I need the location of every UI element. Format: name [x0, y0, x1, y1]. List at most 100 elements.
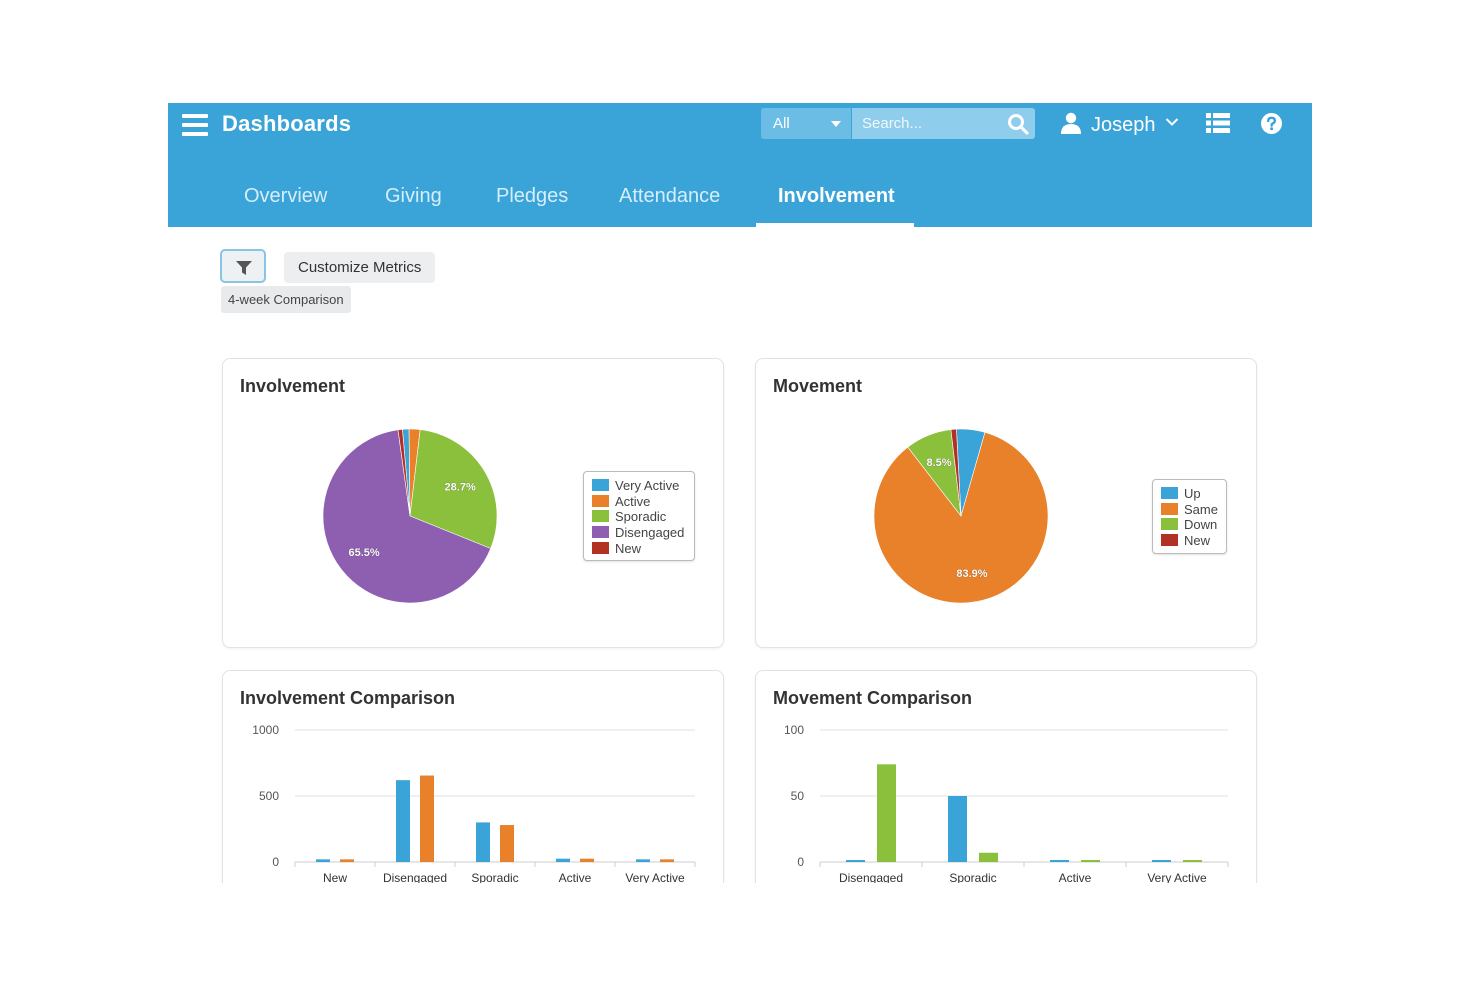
search-input[interactable] [852, 108, 1035, 139]
legend-label: New [615, 540, 642, 556]
legend-swatch [592, 510, 609, 523]
hamburger-menu-icon[interactable] [182, 114, 208, 136]
movement-pie-chart: 83.9% 8.5% [873, 428, 1049, 604]
pie-slice-new[interactable] [950, 428, 962, 517]
legend-item-active[interactable]: Active [592, 494, 686, 510]
legend-item-down[interactable]: Down [1161, 517, 1218, 533]
comparison-period-badge[interactable]: 4-week Comparison [221, 286, 351, 313]
x-tick-label: Sporadic [471, 871, 518, 883]
legend-swatch [592, 541, 609, 554]
y-tick-label: 50 [791, 789, 805, 803]
involvement-comparison-bar-chart: 0 500 1000 New Disengaged Sporadic Active Very … [252, 723, 696, 883]
legend-item-disengaged[interactable]: Disengaged [592, 525, 686, 541]
bar-active-series-2[interactable] [1081, 860, 1100, 862]
search-scope-select[interactable]: All [761, 108, 851, 139]
x-tick-label: Very Active [625, 871, 685, 883]
panel-title: Involvement Comparison [240, 688, 456, 708]
legend-swatch [1161, 502, 1178, 515]
legend-label: Very Active [615, 478, 680, 493]
tab-overview[interactable]: Overview [244, 185, 328, 207]
bar-very-active-series-1[interactable] [1152, 860, 1171, 862]
legend-label: Down [1184, 517, 1218, 533]
bar-very-active-series-1[interactable] [636, 859, 650, 862]
x-tick-label: Disengaged [383, 871, 447, 883]
bar-disengaged-series-2[interactable] [420, 775, 434, 862]
bar-sporadic-series-1[interactable] [948, 796, 967, 862]
caret-down-icon [831, 121, 841, 127]
involvement-panel: Involvement 28.7% 65.5% Very Active Active… [222, 358, 724, 648]
app-title: Dashboards [222, 111, 352, 136]
legend-item-sporadic[interactable]: Sporadic [592, 509, 686, 525]
x-tick-label: Active [559, 871, 592, 883]
bar-disengaged-series-1[interactable] [396, 780, 410, 862]
y-tick-label: 0 [272, 855, 279, 869]
movement-legend: Up Same Down New [1152, 479, 1227, 554]
bar-disengaged-series-2[interactable] [877, 764, 896, 862]
pie-slice-same[interactable] [873, 431, 1049, 604]
pie-slice-disengaged[interactable] [322, 429, 492, 604]
legend-item-same[interactable]: Same [1161, 502, 1218, 518]
legend-item-very-active[interactable]: Very Active [592, 478, 686, 494]
active-tab-indicator [756, 223, 914, 227]
chevron-down-icon [1165, 118, 1179, 126]
pie-data-label: 83.9% [956, 568, 987, 580]
bar-new-series-1[interactable] [316, 859, 330, 862]
legend-item-up[interactable]: Up [1161, 486, 1218, 502]
involvement-comparison-panel: Involvement Comparison 0 500 1000 New Diseng… [222, 670, 724, 883]
pie-data-label: 8.5% [926, 457, 951, 469]
legend-label: Up [1184, 486, 1201, 501]
x-tick-label: Sporadic [949, 871, 996, 883]
legend-label: Sporadic [615, 509, 667, 525]
bar-new-series-2[interactable] [340, 859, 354, 862]
legend-swatch [1161, 534, 1178, 547]
bar-sporadic-series-2[interactable] [500, 825, 514, 862]
movement-comparison-bar-chart: 0 50 100 Disengaged Sporadic Active Very Activ… [784, 723, 1229, 883]
bar-very-active-series-2[interactable] [1183, 860, 1202, 862]
tab-pledges[interactable]: Pledges [496, 185, 569, 207]
panel-title: Movement [773, 376, 863, 396]
legend-label: Active [615, 493, 651, 509]
filter-button[interactable] [220, 249, 266, 283]
legend-item-new[interactable]: New [592, 541, 686, 557]
customize-metrics-button[interactable]: Customize Metrics [284, 252, 436, 283]
y-tick-label: 0 [797, 855, 804, 869]
pie-data-label: 65.5% [348, 547, 379, 559]
search-bar: All [761, 108, 1035, 139]
x-tick-label: New [323, 871, 347, 883]
dashboard-tabs: Overview Giving Pledges Attendance Invol… [168, 173, 1312, 227]
tab-giving[interactable]: Giving [385, 185, 442, 207]
legend-label: Disengaged [615, 525, 685, 541]
legend-swatch [1161, 487, 1178, 499]
involvement-legend: Very Active Active Sporadic Disengaged New [583, 471, 695, 562]
search-icon[interactable] [1007, 113, 1029, 135]
help-icon[interactable] [1261, 113, 1282, 134]
movement-panel: Movement 83.9% 8.5% Up Same Down New [755, 358, 1257, 648]
y-tick-label: 100 [784, 723, 804, 737]
tab-involvement[interactable]: Involvement [778, 185, 895, 207]
bar-active-series-1[interactable] [556, 858, 570, 862]
legend-swatch [592, 526, 609, 539]
bar-sporadic-series-2[interactable] [979, 852, 998, 862]
legend-swatch [592, 494, 609, 507]
legend-label: Same [1184, 501, 1218, 517]
legend-swatch [1161, 518, 1178, 531]
tab-attendance[interactable]: Attendance [619, 185, 721, 207]
bar-very-active-series-2[interactable] [660, 859, 674, 862]
pie-slice-sporadic[interactable] [409, 429, 498, 549]
movement-comparison-panel: Movement Comparison 0 50 100 Disengaged Spor… [755, 670, 1257, 883]
bar-active-series-1[interactable] [1050, 860, 1069, 862]
legend-swatch [592, 479, 609, 491]
involvement-pie-chart: 28.7% 65.5% [322, 428, 498, 604]
user-name: Joseph [1091, 114, 1156, 136]
bar-disengaged-series-1[interactable] [846, 860, 865, 862]
bar-sporadic-series-1[interactable] [476, 822, 490, 862]
x-tick-label: Disengaged [839, 871, 903, 883]
list-view-icon[interactable] [1206, 113, 1230, 133]
bar-active-series-2[interactable] [580, 858, 594, 862]
legend-item-new[interactable]: New [1161, 533, 1218, 549]
pie-data-label: 28.7% [445, 481, 476, 493]
filter-icon [236, 261, 252, 275]
pie-slice-new[interactable] [397, 429, 411, 517]
legend-label: New [1184, 533, 1211, 549]
y-tick-label: 500 [259, 789, 279, 803]
